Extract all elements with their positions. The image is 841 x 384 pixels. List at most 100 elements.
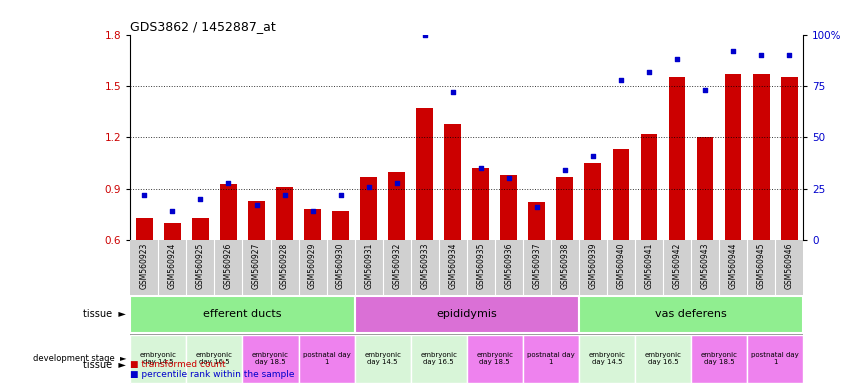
Text: embryonic
day 18.5: embryonic day 18.5 (476, 353, 513, 366)
Point (727, 48, 740, 54)
Text: ■ percentile rank within the sample: ■ percentile rank within the sample (130, 370, 295, 379)
Bar (220, 184, 237, 240)
Bar (747, 335, 803, 383)
Bar (164, 223, 181, 240)
Text: embryonic
day 14.5: embryonic day 14.5 (364, 353, 401, 366)
Bar (528, 202, 545, 240)
Point (166, 208, 179, 214)
Bar (696, 137, 713, 240)
Bar (641, 134, 658, 240)
Text: embryonic
day 18.5: embryonic day 18.5 (701, 353, 738, 366)
Text: GSM560945: GSM560945 (757, 243, 765, 290)
Text: GSM560928: GSM560928 (280, 243, 289, 289)
Text: GSM560926: GSM560926 (224, 243, 233, 289)
Text: tissue  ►: tissue ► (83, 310, 126, 319)
Bar (557, 177, 574, 240)
Text: GSM560937: GSM560937 (532, 243, 542, 290)
Text: ■ transformed count: ■ transformed count (130, 360, 226, 369)
Text: GSM560924: GSM560924 (168, 243, 177, 289)
Text: GSM560936: GSM560936 (505, 243, 513, 290)
Point (278, 192, 291, 198)
Bar (780, 78, 797, 240)
Text: embryonic
day 14.5: embryonic day 14.5 (140, 353, 177, 366)
Bar (304, 209, 321, 240)
Bar (584, 163, 601, 240)
Bar (473, 168, 489, 240)
Bar (355, 296, 579, 333)
Text: GSM560944: GSM560944 (728, 243, 738, 290)
Point (643, 68, 656, 74)
Bar (467, 335, 523, 383)
Point (474, 165, 488, 171)
Point (754, 52, 768, 58)
Text: GSM560931: GSM560931 (364, 243, 373, 289)
Text: embryonic
day 16.5: embryonic day 16.5 (196, 353, 233, 366)
Text: efferent ducts: efferent ducts (204, 310, 282, 319)
Text: epididymis: epididymis (436, 310, 497, 319)
Point (614, 77, 627, 83)
Bar (130, 335, 187, 383)
Bar (130, 296, 355, 333)
Point (670, 56, 684, 62)
Text: development stage  ►: development stage ► (33, 354, 126, 363)
Bar (332, 211, 349, 240)
Text: GSM560943: GSM560943 (701, 243, 710, 290)
Text: embryonic
day 18.5: embryonic day 18.5 (252, 353, 289, 366)
Text: GSM560940: GSM560940 (616, 243, 626, 290)
Text: GSM560942: GSM560942 (673, 243, 681, 289)
Bar (753, 74, 770, 240)
Bar (389, 172, 405, 240)
Point (193, 196, 207, 202)
Text: embryonic
day 16.5: embryonic day 16.5 (420, 353, 458, 366)
Text: embryonic
day 16.5: embryonic day 16.5 (644, 353, 681, 366)
Point (250, 202, 263, 208)
Bar (276, 187, 293, 240)
Point (306, 208, 320, 214)
Point (418, 31, 431, 38)
Bar (299, 335, 355, 383)
Bar (242, 335, 299, 383)
Text: postnatal day
1: postnatal day 1 (527, 353, 574, 366)
Bar (360, 177, 377, 240)
Text: GSM560941: GSM560941 (644, 243, 653, 289)
Bar (416, 108, 433, 240)
Bar (500, 175, 517, 240)
Point (502, 175, 516, 182)
Point (334, 192, 347, 198)
Text: GSM560938: GSM560938 (560, 243, 569, 289)
Text: GSM560923: GSM560923 (140, 243, 149, 289)
Bar (725, 74, 742, 240)
Text: GSM560929: GSM560929 (308, 243, 317, 289)
Text: GSM560935: GSM560935 (476, 243, 485, 290)
Point (138, 192, 151, 198)
Text: GSM560927: GSM560927 (252, 243, 261, 289)
Bar (612, 149, 629, 240)
Text: GDS3862 / 1452887_at: GDS3862 / 1452887_at (130, 20, 276, 33)
Bar (669, 78, 685, 240)
Point (782, 52, 796, 58)
Bar (187, 335, 242, 383)
Bar (579, 296, 803, 333)
Text: tissue  ►: tissue ► (83, 359, 126, 369)
Bar (579, 335, 635, 383)
Text: postnatal day
1: postnatal day 1 (751, 353, 799, 366)
Point (446, 89, 459, 95)
Bar (248, 201, 265, 240)
Point (222, 179, 235, 185)
Text: GSM560932: GSM560932 (392, 243, 401, 289)
Text: postnatal day
1: postnatal day 1 (303, 353, 351, 366)
Text: GSM560946: GSM560946 (785, 243, 794, 290)
Text: GSM560930: GSM560930 (336, 243, 345, 290)
Point (558, 167, 572, 173)
Bar (523, 335, 579, 383)
Bar (691, 335, 747, 383)
Text: embryonic
day 14.5: embryonic day 14.5 (589, 353, 626, 366)
Text: GSM560925: GSM560925 (196, 243, 205, 289)
Bar (192, 218, 209, 240)
Point (698, 87, 711, 93)
Bar (444, 124, 461, 240)
Point (362, 184, 375, 190)
Text: GSM560934: GSM560934 (448, 243, 458, 290)
Point (530, 204, 543, 210)
Text: GSM560939: GSM560939 (589, 243, 597, 290)
